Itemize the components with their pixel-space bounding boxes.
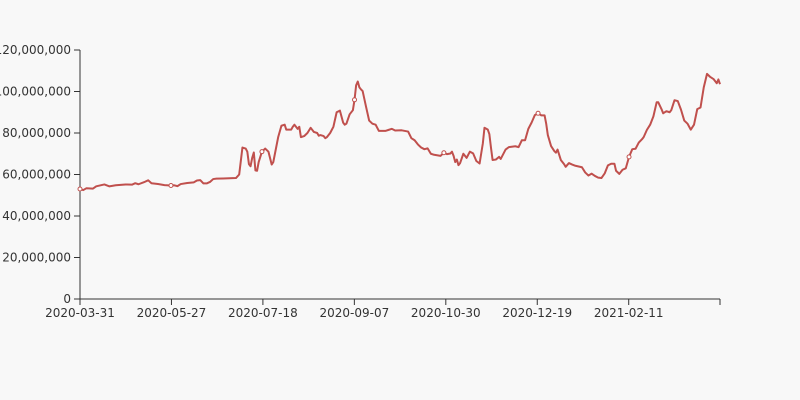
series-layer [77, 72, 721, 192]
x-tick-label: 2020-03-31 [45, 306, 115, 320]
series-line [79, 72, 721, 192]
y-tick-label: 20,000,000 [2, 251, 71, 265]
y-tick-label: 40,000,000 [2, 209, 71, 223]
data-point [77, 186, 83, 192]
y-tick-label: 120,000,000 [0, 43, 71, 57]
data-point [441, 150, 447, 156]
y-axis: 0 20,000,000 40,000,000 60,000,000 80,000,00… [0, 43, 81, 306]
x-tick-label: 2020-07-18 [228, 306, 298, 320]
data-point [168, 182, 174, 188]
y-tick-label: 100,000,000 [0, 85, 71, 99]
data-point [352, 97, 358, 103]
x-axis: 2020-03-31 2020-05-27 2020-07-18 2020-09-07… [45, 298, 721, 320]
data-point [626, 154, 632, 160]
x-tick-label: 2020-09-07 [319, 306, 389, 320]
data-point [535, 110, 541, 116]
x-tick-label: 2020-05-27 [137, 306, 207, 320]
x-tick-label: 2020-12-19 [502, 306, 572, 320]
data-point [259, 149, 265, 155]
y-tick-label: 0 [63, 292, 71, 306]
x-tick-label: 2020-10-30 [411, 306, 481, 320]
x-tick-label: 2021-02-11 [594, 306, 664, 320]
y-tick-label: 60,000,000 [2, 168, 71, 182]
y-tick-label: 80,000,000 [2, 126, 71, 140]
